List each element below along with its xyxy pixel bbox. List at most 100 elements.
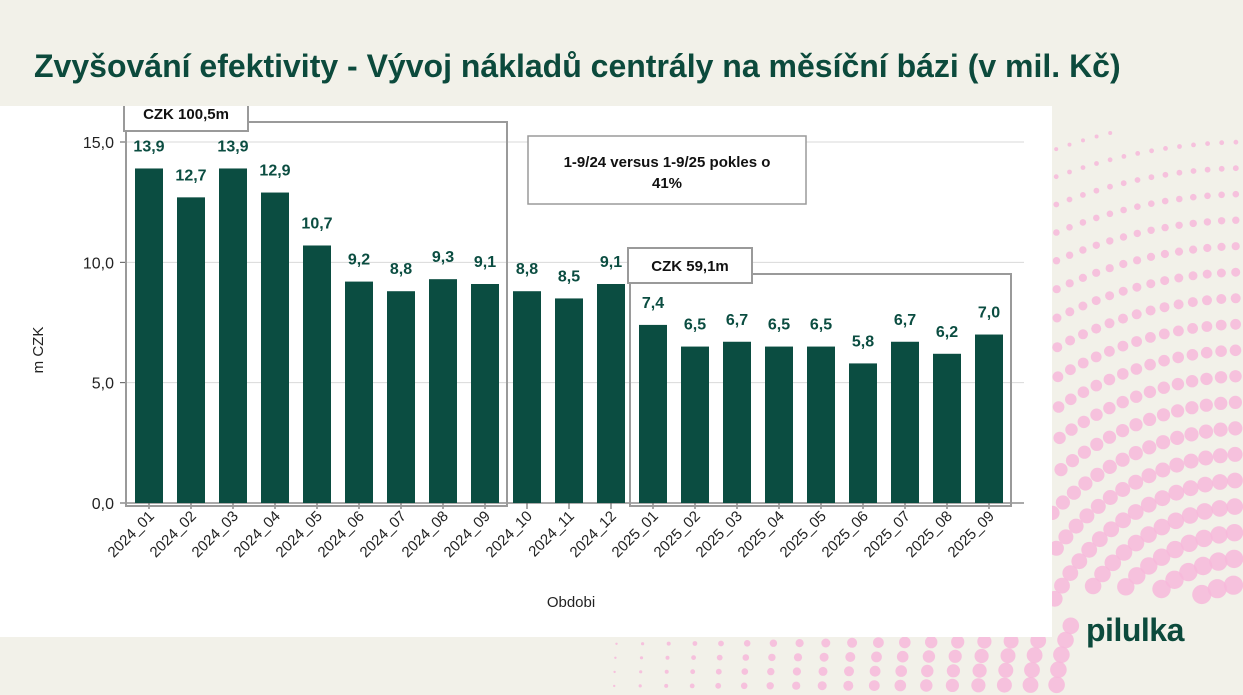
decorative-dot	[1202, 295, 1212, 306]
decorative-dot	[1146, 252, 1156, 261]
decorative-dot	[1078, 301, 1088, 311]
decorative-dot	[1161, 197, 1169, 205]
decorative-dot	[1145, 332, 1156, 343]
decorative-dot	[1052, 401, 1065, 413]
decorative-dot	[977, 634, 992, 649]
decorative-dot	[1177, 144, 1182, 149]
decorative-dot	[1214, 396, 1228, 410]
group-2025-label: CZK 59,1m	[651, 258, 729, 275]
decorative-dot	[1143, 412, 1157, 426]
decorative-dot	[767, 667, 775, 676]
decorative-dot	[1054, 577, 1070, 594]
bar-value-label: 9,3	[432, 249, 454, 266]
decorative-dot	[996, 677, 1012, 693]
decorative-dot	[921, 664, 934, 678]
decorative-dot	[1054, 463, 1068, 477]
decorative-dot	[1189, 245, 1198, 254]
decorative-dot	[1144, 358, 1156, 371]
decorative-dot	[998, 662, 1014, 678]
decorative-dot	[1024, 662, 1040, 678]
bar-value-label: 10,7	[301, 215, 332, 232]
comparison-box	[527, 135, 807, 205]
decorative-dot	[1232, 165, 1239, 172]
decorative-dot	[1079, 219, 1087, 226]
decorative-dot	[1231, 267, 1241, 277]
decorative-dot	[1104, 554, 1122, 572]
decorative-dot	[1170, 430, 1185, 445]
decorative-dot	[1211, 500, 1228, 517]
decorative-dot	[1066, 485, 1081, 500]
decorative-dot	[639, 656, 644, 660]
decorative-dot	[742, 654, 750, 661]
bar-value-label: 7,0	[978, 305, 1000, 322]
decorative-dot	[1077, 415, 1091, 429]
decorative-dot	[1142, 440, 1157, 455]
decorative-dot	[768, 653, 776, 662]
decorative-dot	[1106, 237, 1114, 245]
decorative-dot	[1053, 174, 1059, 180]
decorative-dot	[1189, 219, 1197, 228]
decorative-dot	[1106, 210, 1114, 218]
decorative-dot	[1128, 446, 1143, 461]
decorative-dot	[1216, 268, 1226, 278]
decorative-dot	[1228, 395, 1242, 409]
decorative-dot	[1232, 216, 1240, 224]
decorative-dot	[1067, 142, 1072, 147]
bar	[681, 346, 709, 503]
decorative-dot	[1054, 147, 1059, 152]
decorative-dot	[1209, 552, 1228, 571]
decorative-dot	[1185, 401, 1199, 415]
decorative-dot	[873, 637, 884, 648]
decorative-dot	[1212, 448, 1228, 464]
decorative-dot	[1163, 146, 1168, 151]
decorative-dot	[1199, 398, 1213, 412]
decorative-dot	[1135, 151, 1141, 156]
decorative-dot	[896, 650, 909, 663]
decorative-dot	[1145, 305, 1156, 316]
decorative-dot	[1057, 631, 1074, 649]
decorative-dot	[1050, 661, 1067, 678]
decorative-dot	[1224, 549, 1243, 569]
decorative-dot	[1191, 142, 1196, 148]
decorative-dot	[1233, 139, 1239, 145]
decorative-dot	[613, 684, 616, 688]
decorative-dot	[895, 665, 907, 677]
decorative-dot	[1153, 518, 1171, 536]
comparison-line1: 1-9/24 versus 1-9/25 pokles o	[564, 154, 771, 171]
decorative-dot	[1149, 148, 1154, 154]
bar-value-label: 6,5	[684, 317, 706, 334]
bar-value-label: 6,7	[726, 312, 748, 329]
decorative-dot	[1107, 183, 1113, 190]
bar-value-label: 5,8	[852, 333, 874, 350]
decorative-dot	[1119, 259, 1128, 269]
decorative-dot	[819, 652, 829, 662]
bar-value-label: 9,1	[600, 254, 622, 271]
decorative-dot	[1215, 319, 1227, 331]
decorative-dot	[1103, 373, 1116, 386]
decorative-dot	[1066, 224, 1073, 231]
bar	[765, 346, 793, 503]
decorative-dot	[1091, 296, 1101, 306]
chart-annotations: CZK 100,5m CZK 59,1m 1-9/24 versus 1-9/25 …	[123, 106, 1012, 507]
bar-value-label: 6,5	[768, 317, 790, 334]
bar	[135, 168, 163, 503]
decorative-dot	[1200, 372, 1213, 386]
bar-value-label: 6,7	[894, 312, 916, 329]
decorative-dot	[1105, 291, 1115, 301]
decorative-dot	[1190, 193, 1197, 201]
group-2025-box	[629, 273, 1012, 507]
decorative-dot	[1115, 482, 1131, 497]
decorative-dot	[1223, 575, 1243, 595]
bar-chart: 0,0 5,0 10,0 15,0 13,9 12,7 13,9 12,9 10,7 9,2 8,…	[30, 106, 1024, 611]
y-axis-label: m CZK	[30, 327, 47, 374]
decorative-dot	[972, 663, 987, 678]
decorative-dot	[1152, 548, 1171, 566]
decorative-dot	[1052, 342, 1063, 353]
decorative-dot	[740, 682, 748, 690]
decorative-dot	[1115, 452, 1130, 467]
bar	[429, 279, 457, 503]
decorative-dot	[1171, 404, 1185, 418]
bar-value-label: 13,9	[217, 138, 248, 155]
decorative-dot	[1187, 323, 1198, 334]
